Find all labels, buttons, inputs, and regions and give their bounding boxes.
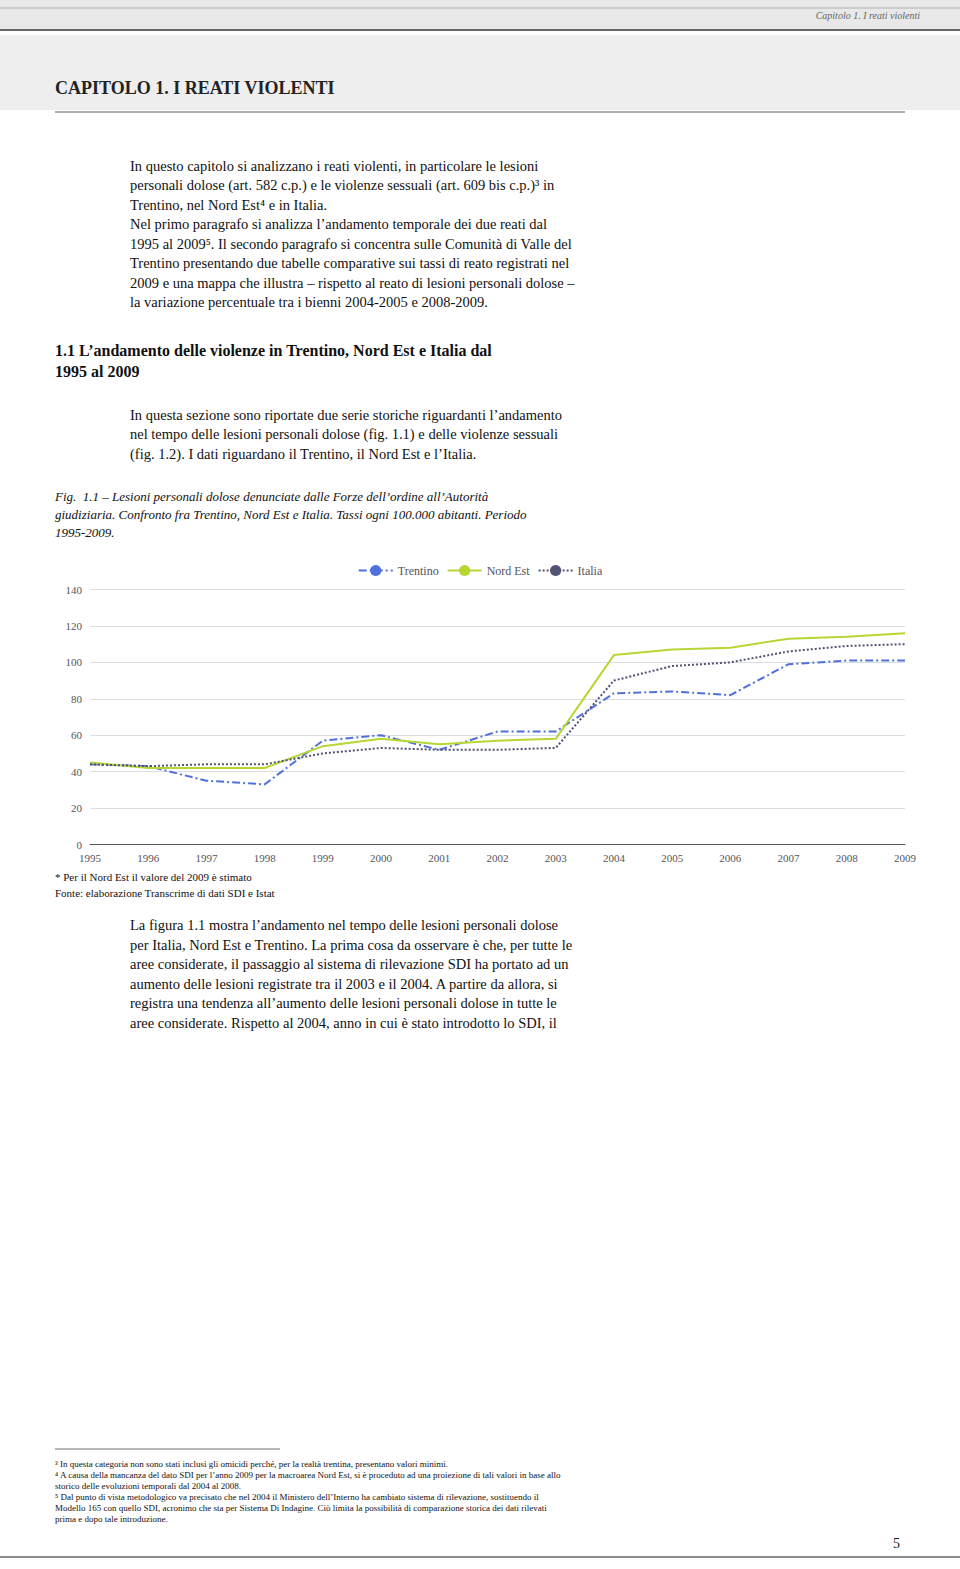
svg-text:(fig. 1.2). I dati riguardano: (fig. 1.2). I dati riguardano il Trentin… xyxy=(130,446,476,463)
svg-text:2009: 2009 xyxy=(894,852,917,864)
svg-text:storico delle evoluzioni tempo: storico delle evoluzioni temporali dal 2… xyxy=(55,1481,241,1491)
svg-text:Fonte: elaborazione Transcrime: Fonte: elaborazione Transcrime di dati S… xyxy=(55,887,275,899)
svg-text:Italia: Italia xyxy=(578,564,603,578)
svg-text:1996: 1996 xyxy=(137,852,160,864)
svg-text:2003: 2003 xyxy=(545,852,568,864)
svg-text:Nel primo paragrafo si analizz: Nel primo paragrafo si analizza l’andame… xyxy=(130,216,547,232)
svg-text:1997: 1997 xyxy=(195,852,218,864)
svg-text:la variazione percentuale tra: la variazione percentuale tra i bienni 2… xyxy=(130,294,488,310)
svg-text:1995 al 2009⁵. Il secondo para: 1995 al 2009⁵. Il secondo paragrafo si c… xyxy=(130,236,572,252)
svg-text:2000: 2000 xyxy=(370,852,393,864)
svg-text:2001: 2001 xyxy=(428,852,450,864)
svg-text:2006: 2006 xyxy=(719,852,742,864)
svg-text:registra una tendenza all’aume: registra una tendenza all’aumento delle … xyxy=(130,995,557,1011)
svg-text:prima e dopo tale introduzione: prima e dopo tale introduzione. xyxy=(55,1514,168,1524)
svg-text:1995 al 2009: 1995 al 2009 xyxy=(55,363,139,380)
svg-text:1995: 1995 xyxy=(79,852,102,864)
svg-text:140: 140 xyxy=(66,584,83,596)
svg-text:Trentino: Trentino xyxy=(398,564,439,578)
svg-text:2009 e una mappa che illustra: 2009 e una mappa che illustra – rispetto… xyxy=(130,275,575,291)
svg-text:Trentino, nel Nord Est⁴ e in I: Trentino, nel Nord Est⁴ e in Italia. xyxy=(130,197,327,213)
svg-text:⁴ A causa della mancanza del d: ⁴ A causa della mancanza del dato SDI pe… xyxy=(55,1470,561,1480)
svg-text:Capitolo 1. I reati violenti: Capitolo 1. I reati violenti xyxy=(816,10,921,21)
svg-text:20: 20 xyxy=(71,802,83,814)
svg-text:CAPITOLO 1. I REATI VIOLENTI: CAPITOLO 1. I REATI VIOLENTI xyxy=(55,78,335,98)
svg-text:1.1 L’andamento delle violenze: 1.1 L’andamento delle violenze in Trenti… xyxy=(55,342,492,359)
svg-text:giudiziaria. Confronto fra Tre: giudiziaria. Confronto fra Trentino, Nor… xyxy=(55,507,527,522)
svg-text:2002: 2002 xyxy=(487,852,509,864)
svg-text:⁵ Dal punto di vista metodolog: ⁵ Dal punto di vista metodologico va pre… xyxy=(55,1492,539,1502)
svg-text:aumento delle lesioni registra: aumento delle lesioni registrate tra il … xyxy=(130,976,558,992)
svg-text:In questa sezione sono riporta: In questa sezione sono riportate due ser… xyxy=(130,407,562,423)
svg-text:100: 100 xyxy=(66,656,83,668)
svg-text:80: 80 xyxy=(71,693,83,705)
svg-text:* Per il Nord Est il valore de: * Per il Nord Est il valore del 2009 è s… xyxy=(55,871,252,883)
svg-text:aree considerate. Rispetto al: aree considerate. Rispetto al 2004, anno… xyxy=(130,1015,557,1031)
svg-text:In questo capitolo si analizza: In questo capitolo si analizzano i reati… xyxy=(130,158,538,174)
svg-text:1998: 1998 xyxy=(254,852,277,864)
svg-text:1995-2009.: 1995-2009. xyxy=(55,525,115,540)
svg-text:aree considerate, il passaggio: aree considerate, il passaggio al sistem… xyxy=(130,956,569,972)
svg-text:Trentino presentando due tabel: Trentino presentando due tabelle compara… xyxy=(130,255,569,271)
svg-text:³ In questa categoria non sono: ³ In questa categoria non sono stati inc… xyxy=(55,1459,448,1469)
svg-text:Modello 165 con quello SDI, ac: Modello 165 con quello SDI, acronimo che… xyxy=(55,1503,547,1513)
svg-text:2004: 2004 xyxy=(603,852,626,864)
svg-text:nel tempo delle lesioni person: nel tempo delle lesioni personali dolose… xyxy=(130,426,558,443)
svg-text:personali dolose (art. 582 c.p: personali dolose (art. 582 c.p.) e le vi… xyxy=(130,177,555,194)
svg-text:2005: 2005 xyxy=(661,852,684,864)
svg-text:120: 120 xyxy=(66,620,83,632)
svg-text:2007: 2007 xyxy=(778,852,801,864)
svg-text:La figura 1.1 mostra l’andamen: La figura 1.1 mostra l’andamento nel tem… xyxy=(130,917,558,933)
svg-text:2008: 2008 xyxy=(836,852,859,864)
svg-text:40: 40 xyxy=(71,766,83,778)
svg-text:Nord Est: Nord Est xyxy=(487,564,531,578)
svg-text:per Italia, Nord Est e Trentin: per Italia, Nord Est e Trentino. La prim… xyxy=(130,937,572,953)
svg-text:60: 60 xyxy=(71,729,83,741)
svg-text:1999: 1999 xyxy=(312,852,335,864)
svg-text:0: 0 xyxy=(77,839,83,851)
svg-text:Fig. 1.1 – Lesioni personali: Fig. 1.1 – Lesioni personali dolose denu… xyxy=(54,489,489,504)
svg-text:5: 5 xyxy=(893,1536,900,1551)
